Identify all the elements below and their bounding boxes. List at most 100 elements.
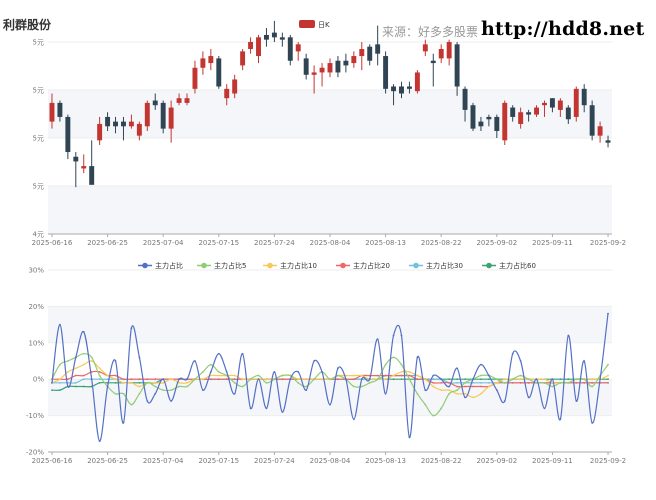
- series-point: [543, 407, 546, 410]
- series-point: [51, 389, 53, 392]
- candle-body: [319, 67, 325, 73]
- series-point: [535, 378, 538, 381]
- series-point: [257, 378, 260, 381]
- line-y-tick-label: 20%: [28, 303, 44, 311]
- candle-body: [518, 112, 524, 124]
- series-point: [337, 378, 339, 381]
- candle-body: [502, 102, 508, 141]
- series-point: [527, 396, 530, 399]
- series-point: [66, 360, 69, 362]
- series-point: [162, 389, 165, 392]
- series-point: [519, 360, 522, 362]
- series-point: [138, 385, 141, 388]
- candle-body: [152, 100, 158, 106]
- candle-body: [557, 100, 563, 110]
- series-point: [59, 323, 61, 326]
- line-grid-band: [48, 379, 612, 416]
- series-point: [448, 389, 451, 392]
- series-point: [607, 374, 609, 377]
- candle-body: [494, 116, 500, 131]
- candle-body: [89, 166, 95, 185]
- series-point: [424, 389, 427, 392]
- candle-body: [327, 63, 333, 73]
- series-point: [480, 385, 482, 388]
- series-point: [583, 381, 586, 384]
- series-point: [305, 378, 308, 381]
- series-point: [424, 403, 427, 406]
- series-line: [51, 313, 609, 442]
- series-point: [90, 356, 93, 359]
- series-point: [384, 374, 387, 377]
- series-point: [66, 385, 69, 388]
- candle-body: [216, 58, 222, 87]
- series-point: [74, 356, 77, 359]
- series-point: [575, 400, 578, 402]
- series-point: [178, 385, 180, 388]
- line-legend-label: 主力占比10: [280, 261, 317, 270]
- series-point: [495, 389, 498, 392]
- series-point: [456, 389, 458, 392]
- series-point: [559, 418, 562, 421]
- kline-x-tick-label: 2025-08-22: [421, 239, 462, 247]
- series-point: [74, 385, 77, 388]
- series-point: [551, 378, 554, 381]
- line-x-tick-label: 2025-08-22: [421, 457, 462, 465]
- series-point: [487, 374, 490, 377]
- series-point: [464, 385, 466, 388]
- series-point: [472, 381, 474, 384]
- series-point: [114, 360, 117, 362]
- series-point: [591, 378, 594, 381]
- candle-body: [81, 166, 87, 169]
- series-point: [98, 378, 101, 381]
- series-point: [154, 385, 157, 388]
- series-point: [82, 352, 85, 355]
- candle-body: [184, 98, 190, 103]
- series-point: [400, 334, 403, 337]
- kline-x-tick-label: 2025-07-15: [198, 239, 239, 247]
- series-point: [591, 381, 594, 384]
- series-point: [511, 381, 514, 384]
- line-x-tick-label: 2025-07-15: [198, 457, 239, 465]
- series-point: [122, 392, 125, 395]
- line-legend-label: 主力占比20: [353, 261, 390, 270]
- series-point: [527, 381, 530, 384]
- line-legend-marker: [486, 262, 492, 269]
- series-point: [241, 385, 244, 388]
- series-point: [146, 381, 149, 384]
- series-point: [265, 407, 268, 410]
- candle-body: [542, 102, 547, 106]
- series-point: [400, 371, 403, 373]
- series-point: [368, 378, 371, 381]
- candle-body: [375, 44, 381, 54]
- series-point: [368, 381, 371, 384]
- series-point: [352, 418, 355, 421]
- candle-body: [256, 37, 261, 57]
- line-y-tick-label: 30%: [28, 267, 44, 275]
- kline-grid-band: [48, 186, 612, 234]
- series-point: [66, 378, 69, 381]
- series-point: [82, 363, 85, 366]
- candle-body: [446, 42, 452, 59]
- series-point: [440, 381, 443, 384]
- series-point: [114, 378, 117, 381]
- candle-body: [311, 72, 317, 75]
- series-point: [154, 381, 157, 384]
- series-point: [130, 381, 133, 384]
- line-x-tick-label: 2025-09-11: [532, 457, 573, 465]
- series-point: [114, 381, 117, 384]
- series-point: [225, 378, 228, 381]
- series-point: [424, 378, 427, 381]
- candle-body: [248, 42, 254, 50]
- candle-body: [335, 60, 341, 73]
- line-x-tick-label: 2025-06-25: [87, 457, 128, 465]
- series-point: [456, 378, 458, 381]
- candle-body: [486, 116, 492, 120]
- candle-body: [208, 56, 214, 64]
- site-url[interactable]: http://hdd8.net: [481, 18, 645, 40]
- series-point: [138, 356, 141, 359]
- source-label: 来源：好多多股票: [382, 25, 479, 39]
- kline-x-tick-label: 2025-06-25: [87, 239, 128, 247]
- series-point: [162, 378, 165, 381]
- series-point: [313, 360, 316, 362]
- series-point: [487, 385, 490, 388]
